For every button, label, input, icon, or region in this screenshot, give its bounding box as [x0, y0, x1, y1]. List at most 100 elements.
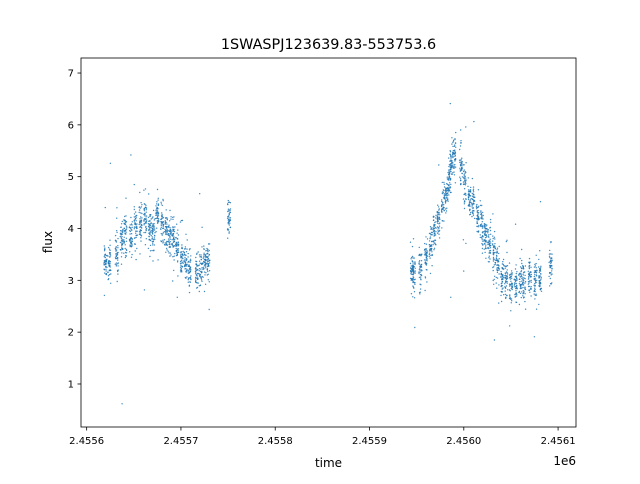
data-point [168, 246, 170, 248]
data-point [477, 189, 480, 191]
data-point [157, 259, 159, 261]
data-point [469, 195, 471, 197]
data-point [463, 270, 465, 272]
data-point [439, 222, 441, 224]
data-point [207, 264, 210, 266]
data-point [460, 158, 462, 161]
data-point [498, 258, 500, 260]
data-point [412, 286, 415, 288]
data-point [479, 204, 482, 207]
data-point [167, 240, 169, 243]
data-point [185, 233, 187, 235]
data-point [182, 250, 184, 253]
data-point [533, 336, 536, 338]
data-point [463, 169, 465, 171]
data-point [449, 182, 451, 184]
data-point [420, 265, 423, 268]
data-point [124, 251, 127, 254]
data-point [467, 198, 470, 201]
data-point [175, 250, 178, 252]
data-point [419, 291, 421, 293]
data-point [479, 236, 481, 239]
data-point [198, 264, 200, 266]
data-point [180, 259, 183, 261]
x-tick-label: 2.4561 [541, 436, 576, 447]
data-point [438, 237, 441, 239]
data-point [184, 246, 187, 248]
data-point [138, 209, 141, 211]
data-point [175, 247, 177, 250]
data-point [154, 238, 156, 241]
data-point [505, 272, 507, 274]
data-point [107, 261, 110, 264]
data-point [175, 244, 177, 246]
data-point [487, 232, 489, 234]
data-point [207, 250, 209, 253]
data-point [493, 254, 495, 256]
data-point [534, 282, 536, 285]
data-point [498, 267, 500, 270]
data-point [441, 202, 444, 204]
data-point [109, 239, 111, 241]
data-point [437, 214, 439, 216]
data-point [204, 259, 207, 262]
data-point [409, 277, 412, 280]
data-point [172, 238, 175, 240]
data-point [492, 269, 494, 272]
data-point [434, 243, 437, 245]
data-point [451, 164, 453, 167]
data-point [471, 202, 473, 205]
data-point [126, 226, 128, 228]
data-point [449, 191, 452, 194]
data-point [165, 217, 167, 219]
data-point [494, 238, 496, 240]
plot-frame [80, 57, 577, 428]
data-point [109, 256, 111, 258]
data-point [495, 282, 497, 284]
data-point [434, 226, 436, 229]
data-point [157, 204, 159, 206]
data-point [524, 308, 527, 310]
data-point [180, 219, 183, 222]
data-point [465, 171, 467, 174]
data-point [190, 278, 192, 280]
data-point [107, 275, 110, 277]
data-point [462, 198, 465, 200]
data-point [515, 287, 517, 290]
data-point [187, 271, 189, 273]
data-point [459, 145, 462, 147]
data-point [549, 285, 551, 287]
data-point [426, 250, 429, 252]
data-point [227, 228, 229, 230]
data-point [228, 212, 230, 215]
data-point [153, 227, 156, 229]
data-point [169, 229, 171, 231]
data-point [143, 213, 145, 216]
data-point [130, 237, 132, 239]
data-point [194, 278, 197, 280]
data-point [424, 242, 426, 245]
data-point [157, 199, 159, 201]
data-point [109, 265, 111, 267]
data-point [120, 233, 122, 235]
data-point [160, 240, 162, 242]
data-point [468, 194, 470, 196]
data-point [228, 231, 230, 233]
data-point [510, 275, 513, 278]
data-point [496, 277, 499, 279]
data-point [535, 281, 537, 284]
data-point [133, 216, 135, 218]
data-point [443, 220, 445, 222]
data-point [145, 211, 147, 213]
data-point [471, 215, 473, 218]
data-point [501, 268, 504, 270]
data-point [492, 260, 495, 262]
data-point [447, 179, 450, 181]
data-point [184, 254, 186, 256]
y-tick-label: 6 [68, 120, 74, 131]
data-point [199, 262, 201, 264]
data-point [425, 253, 427, 255]
data-point [104, 261, 106, 263]
data-point [493, 283, 495, 285]
data-point [116, 230, 118, 232]
